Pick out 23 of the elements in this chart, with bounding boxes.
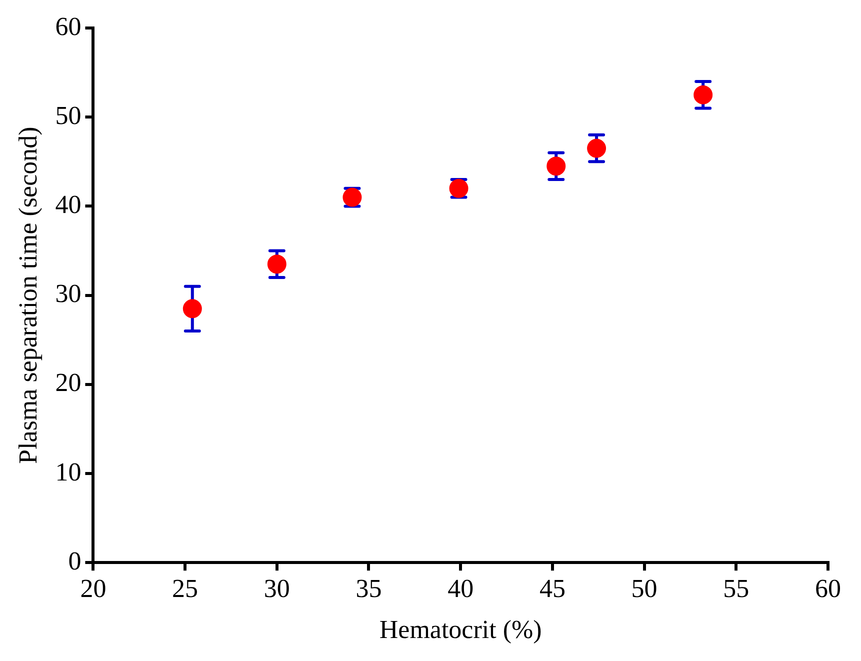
point (182, 299, 202, 318)
y-tick-label: 30 (55, 279, 82, 308)
x-tick-label: 20 (80, 574, 106, 604)
point (587, 138, 606, 158)
x-tick-label: 25 (172, 574, 198, 604)
y-tick-label: 40 (55, 190, 82, 220)
x-tick-label: 35 (356, 574, 382, 604)
y-tick-label: 60 (55, 12, 82, 41)
y-axis-title: Plasma separation time (second) (13, 126, 42, 464)
point (267, 254, 286, 274)
x-tick-label: 50 (631, 574, 658, 604)
y-tick-label: 10 (55, 457, 82, 486)
y-tick-label: 20 (55, 368, 82, 398)
x-tick-label: 55 (723, 574, 750, 604)
x-tick-label: 60 (815, 574, 841, 604)
x-tick-label: 30 (264, 574, 290, 604)
x-axis-title: Hematocrit (%) (379, 615, 542, 644)
x-tick-label: 45 (539, 574, 566, 604)
y-tick-label: 0 (68, 546, 82, 576)
point (546, 156, 566, 176)
y-tick-label: 50 (55, 100, 82, 130)
x-tick-label: 40 (448, 574, 474, 604)
point (694, 85, 713, 104)
